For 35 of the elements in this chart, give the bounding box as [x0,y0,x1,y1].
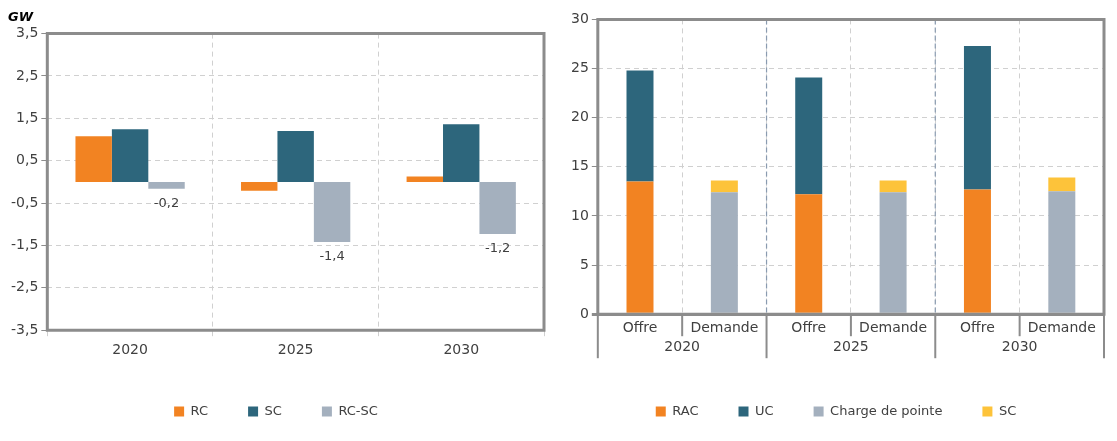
x-tick-label: Offre [960,319,995,336]
data-label: -1,2 [484,239,511,255]
chart-title: GW [8,9,34,25]
y-tick-label: 0 [579,304,589,321]
legend-label: Charge de pointe [830,402,943,418]
y-tick-label: -2,5 [10,278,39,295]
legend-label: RAC [672,402,699,418]
legend-label: SC [264,402,282,418]
y-tick-label: 1,5 [16,108,39,125]
x-tick-label: Offre [791,319,827,336]
x-tick-label: 2030 [443,341,480,358]
y-tick-label: -0,5 [10,193,39,210]
legend-label: SC [998,402,1017,418]
y-tick-label: 2,5 [16,66,39,83]
x-tick-label: Offre [622,319,658,336]
x-tick-label: Demande [690,319,759,336]
y-tick-label: 15 [570,157,589,174]
y-tick-label: 3,5 [16,24,39,41]
x-tick-label: Demande [859,319,928,336]
y-tick-label: 20 [570,108,589,125]
y-tick-label: 30 [570,10,589,27]
legend-label: UC [755,402,774,418]
legend-label: RC-SC [338,402,378,418]
y-tick-label: 25 [570,59,589,76]
y-tick-label: -1,5 [10,236,39,253]
x-tick-label: 2020 [112,341,148,358]
x-tick-label: 2025 [277,341,314,358]
legend-label: RC [190,402,209,418]
y-tick-label: -3,5 [10,320,39,337]
y-tick-label: 10 [570,206,589,223]
y-tick-label: 5 [579,255,589,272]
y-tick-label: 0,5 [16,151,39,168]
data-label: -1,4 [319,247,345,263]
x-tick-label: Demande [1027,319,1096,336]
data-label: -0,2 [153,194,180,210]
